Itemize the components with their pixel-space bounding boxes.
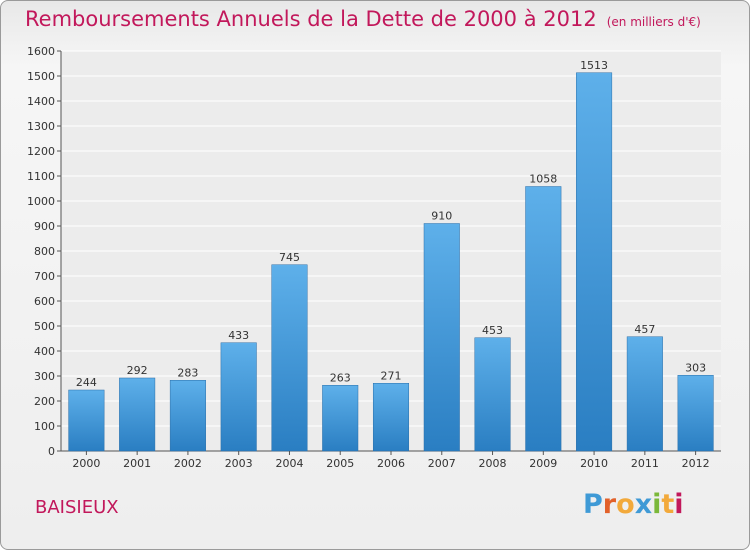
title-text: Remboursements Annuels de la Dette de 20… [25,7,597,31]
x-tick-label: 2009 [529,457,557,470]
y-tick-label: 300 [34,370,55,383]
x-tick-label: 2002 [174,457,202,470]
y-tick-label: 400 [34,345,55,358]
y-tick-label: 200 [34,395,55,408]
x-tick-label: 2003 [225,457,253,470]
y-tick-label: 1500 [27,70,55,83]
bar [626,336,663,452]
title-unit: (en milliers d'€) [606,15,701,29]
x-tick-label: 2008 [479,457,507,470]
logo-letter: i [652,489,662,520]
bar [322,385,359,452]
x-tick-label: 2012 [682,457,710,470]
x-tick-label: 2005 [326,457,354,470]
bar [677,375,714,452]
bar-value-label: 263 [330,371,351,384]
y-tick-label: 1300 [27,120,55,133]
proxiti-logo: Proxiti [583,489,684,520]
y-tick-label: 100 [34,420,55,433]
bar [169,380,206,452]
bar [576,72,613,452]
y-tick-label: 0 [48,445,55,458]
x-tick-label: 2001 [123,457,151,470]
y-tick-label: 1600 [27,45,55,58]
y-tick-label: 600 [34,295,55,308]
city-name: BAISIEUX [35,497,119,518]
logo-letter: r [602,489,617,520]
bar-value-label: 745 [279,251,300,264]
x-tick-label: 2011 [631,457,659,470]
x-tick-label: 2004 [275,457,303,470]
bar-value-label: 271 [381,369,402,382]
bar-value-label: 433 [228,329,249,342]
chart-title: Remboursements Annuels de la Dette de 20… [25,7,701,31]
bar [372,383,410,452]
bar-value-label: 303 [685,361,706,374]
bar-value-label: 457 [634,323,655,336]
bar-value-label: 1513 [580,59,608,72]
bar [474,337,511,452]
x-tick-label: 2006 [377,457,405,470]
bar [271,264,308,452]
bar-value-label: 910 [431,210,452,223]
y-tick-label: 900 [34,220,55,233]
y-tick-label: 1100 [27,170,55,183]
bar [220,342,257,452]
bar [423,223,460,452]
logo-letter: i [674,489,684,520]
y-tick-label: 1000 [27,195,55,208]
logo-letter: x [634,489,653,520]
logo-letter: o [616,489,635,520]
bar [525,186,562,452]
y-tick-label: 1400 [27,95,55,108]
bar-value-label: 1058 [529,173,557,186]
x-tick-label: 2010 [580,457,608,470]
logo-letter: P [583,489,603,520]
bar [119,377,156,452]
y-tick-label: 800 [34,245,55,258]
bar-value-label: 244 [76,376,97,389]
y-tick-label: 500 [34,320,55,333]
bar-value-label: 292 [127,364,148,377]
y-tick-label: 1200 [27,145,55,158]
x-tick-label: 2000 [72,457,100,470]
x-tick-label: 2007 [428,457,456,470]
bar [68,389,105,452]
y-tick-label: 700 [34,270,55,283]
bar-value-label: 453 [482,324,503,337]
bar-value-label: 283 [177,366,198,379]
logo-letter: t [661,489,675,520]
